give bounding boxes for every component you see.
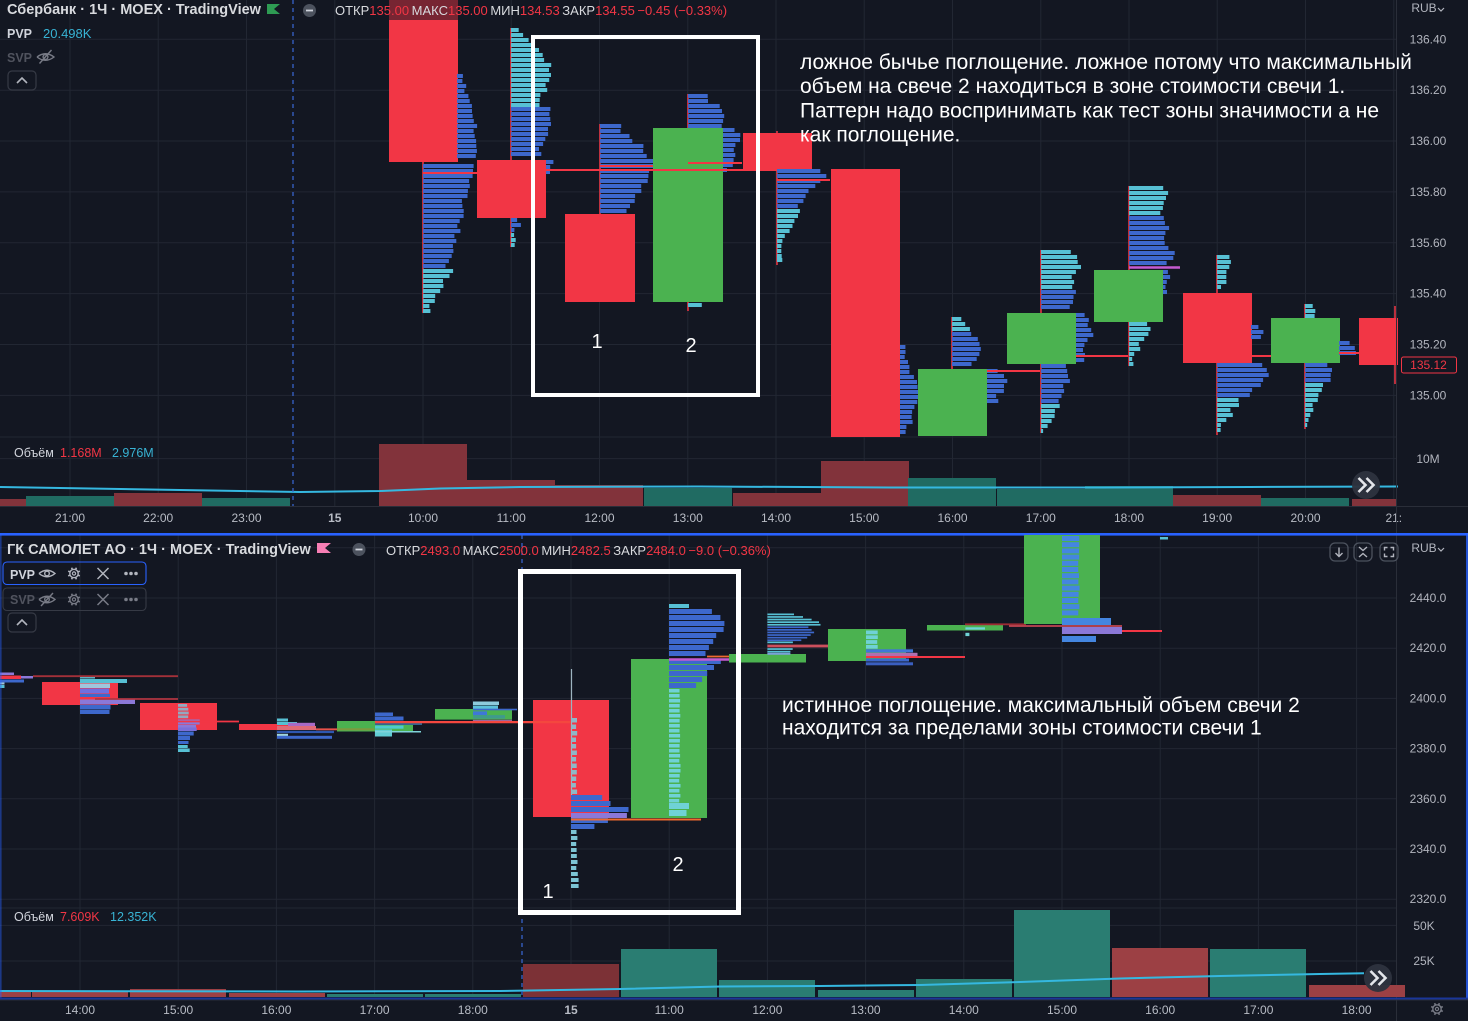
- svg-text:ОТКР2493.0 МАКС2500.0 МИН2482.: ОТКР2493.0 МАКС2500.0 МИН2482.5 ЗАКР2484…: [386, 543, 771, 558]
- svg-text:20.498K: 20.498K: [43, 26, 92, 41]
- svg-text:17:00: 17:00: [360, 1003, 390, 1017]
- svg-text:ГК САМОЛЕТ АО · 1Ч · MOEX · Tr: ГК САМОЛЕТ АО · 1Ч · MOEX · TradingView: [7, 542, 311, 558]
- svg-text:1.168M: 1.168M: [60, 446, 102, 460]
- svg-text:18:00: 18:00: [1342, 1003, 1372, 1017]
- svg-text:истинное поглощение. максималь: истинное поглощение. максимальный объем …: [782, 694, 1300, 717]
- svg-text:136.20: 136.20: [1410, 83, 1447, 97]
- svg-text:14:00: 14:00: [949, 1003, 979, 1017]
- svg-text:14:00: 14:00: [761, 511, 791, 525]
- svg-text:2340.0: 2340.0: [1410, 842, 1447, 856]
- svg-text:19:00: 19:00: [1202, 511, 1232, 525]
- svg-text:135.20: 135.20: [1410, 338, 1447, 352]
- svg-text:50K: 50K: [1413, 919, 1434, 933]
- svg-text:2380.0: 2380.0: [1410, 742, 1447, 756]
- svg-text:18:00: 18:00: [458, 1003, 488, 1017]
- svg-text:объем на свече 2 находиться в: объем на свече 2 находиться в зоне стоим…: [800, 75, 1345, 98]
- svg-text:1: 1: [591, 331, 602, 353]
- svg-text:23:00: 23:00: [231, 511, 261, 525]
- svg-text:10:00: 10:00: [408, 511, 438, 525]
- svg-text:RUB: RUB: [1411, 541, 1436, 555]
- svg-text:10M: 10M: [1416, 452, 1439, 466]
- svg-text:22:00: 22:00: [143, 511, 173, 525]
- svg-text:135.00: 135.00: [1410, 388, 1447, 402]
- svg-text:18:00: 18:00: [1114, 511, 1144, 525]
- svg-text:ложное бычье поглощение. ложно: ложное бычье поглощение. ложное потому ч…: [800, 51, 1412, 74]
- svg-text:15:00: 15:00: [1047, 1003, 1077, 1017]
- svg-text:7.609K: 7.609K: [60, 910, 100, 924]
- svg-text:1: 1: [542, 881, 553, 903]
- svg-text:SVP: SVP: [10, 593, 35, 607]
- svg-text:13:00: 13:00: [851, 1003, 881, 1017]
- svg-text:15:00: 15:00: [163, 1003, 193, 1017]
- svg-text:12:00: 12:00: [752, 1003, 782, 1017]
- svg-text:16:00: 16:00: [1145, 1003, 1175, 1017]
- svg-text:25K: 25K: [1413, 954, 1434, 968]
- svg-text:20:00: 20:00: [1290, 511, 1320, 525]
- svg-text:2400.0: 2400.0: [1410, 691, 1447, 705]
- svg-text:16:00: 16:00: [261, 1003, 291, 1017]
- svg-text:11:00: 11:00: [655, 1003, 684, 1017]
- svg-text:136.40: 136.40: [1410, 32, 1447, 46]
- svg-text:16:00: 16:00: [937, 511, 967, 525]
- svg-text:находится за пределами зоны ст: находится за пределами зоны стоимости св…: [782, 717, 1262, 740]
- svg-text:12.352K: 12.352K: [110, 910, 157, 924]
- svg-text:12:00: 12:00: [584, 511, 614, 525]
- svg-text:как поглощение.: как поглощение.: [800, 124, 960, 147]
- svg-text:PVP: PVP: [10, 568, 35, 582]
- svg-text:13:00: 13:00: [673, 511, 703, 525]
- svg-text:21:: 21:: [1385, 511, 1402, 525]
- svg-text:135.60: 135.60: [1410, 236, 1447, 250]
- svg-text:136.00: 136.00: [1410, 134, 1447, 148]
- svg-text:2: 2: [685, 335, 696, 357]
- svg-text:2.976M: 2.976M: [112, 446, 154, 460]
- svg-text:14:00: 14:00: [65, 1003, 95, 1017]
- svg-text:15: 15: [328, 511, 342, 525]
- svg-text:SVP: SVP: [7, 51, 32, 65]
- svg-text:135.80: 135.80: [1410, 185, 1447, 199]
- svg-text:17:00: 17:00: [1243, 1003, 1273, 1017]
- svg-text:17:00: 17:00: [1026, 511, 1056, 525]
- svg-text:Паттерн надо воспринимать как: Паттерн надо воспринимать как тест зоны …: [800, 99, 1379, 122]
- svg-text:135.12: 135.12: [1410, 358, 1447, 372]
- svg-text:135.40: 135.40: [1410, 287, 1447, 301]
- svg-text:ОТКР135.00 МАКС135.00 МИН134.5: ОТКР135.00 МАКС135.00 МИН134.53 ЗАКР134.…: [335, 3, 727, 18]
- svg-text:Объём: Объём: [14, 446, 54, 460]
- svg-text:RUB: RUB: [1411, 1, 1436, 15]
- svg-text:2360.0: 2360.0: [1410, 792, 1447, 806]
- svg-text:11:00: 11:00: [497, 511, 526, 525]
- svg-text:2: 2: [672, 854, 683, 876]
- svg-text:15:00: 15:00: [849, 511, 879, 525]
- svg-text:15: 15: [564, 1003, 578, 1017]
- svg-text:2320.0: 2320.0: [1410, 892, 1447, 906]
- svg-text:PVP: PVP: [7, 27, 32, 41]
- svg-text:21:00: 21:00: [55, 511, 85, 525]
- svg-text:Объём: Объём: [14, 910, 54, 924]
- svg-text:2420.0: 2420.0: [1410, 641, 1447, 655]
- svg-text:2440.0: 2440.0: [1410, 591, 1447, 605]
- svg-text:Сбербанк · 1Ч · MOEX · Trading: Сбербанк · 1Ч · MOEX · TradingView: [7, 2, 262, 18]
